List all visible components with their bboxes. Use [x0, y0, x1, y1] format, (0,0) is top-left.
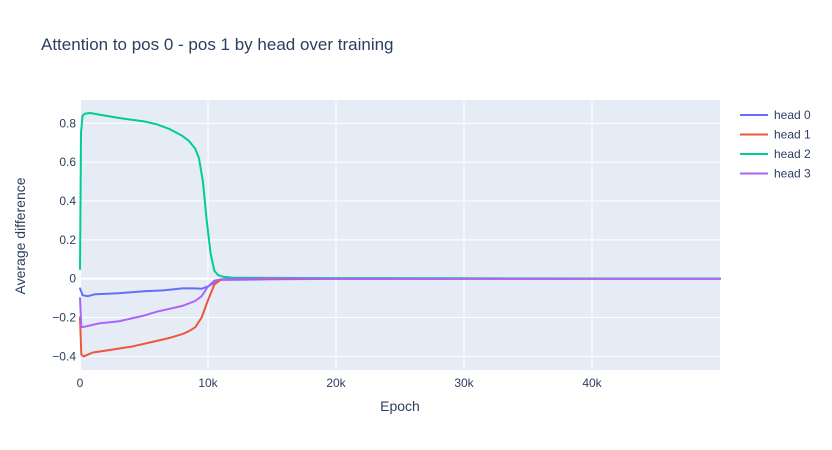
series-lines: [79, 112, 721, 358]
chart-title: Attention to pos 0 - pos 1 by head over …: [41, 35, 394, 54]
y-tick-label: −0.4: [52, 349, 76, 363]
legend-label: head 3: [774, 167, 811, 181]
legend-item-head-1[interactable]: head 1: [740, 128, 811, 142]
y-tick-label: 0: [69, 272, 76, 286]
y-tick-label: 0.4: [59, 194, 76, 208]
legend-label: head 1: [774, 128, 811, 142]
x-axis-title: Epoch: [380, 398, 420, 414]
legend-label: head 0: [774, 108, 811, 122]
x-tick-label: 40k: [582, 376, 602, 390]
y-tick-label: −0.2: [52, 311, 76, 325]
y-tick-label: 0.2: [59, 233, 76, 247]
legend-item-head-2[interactable]: head 2: [740, 147, 811, 161]
plot-area: [80, 100, 720, 370]
x-tick-label: 20k: [326, 376, 346, 390]
x-tick-label: 30k: [454, 376, 474, 390]
x-tick-label: 10k: [198, 376, 218, 390]
legend-item-head-3[interactable]: head 3: [740, 167, 811, 181]
legend[interactable]: head 0 head 1 head 2 head 3: [740, 108, 811, 181]
y-axis-title: Average difference: [12, 177, 28, 294]
legend-label: head 2: [774, 147, 811, 161]
y-tick-label: 0.8: [59, 116, 76, 130]
legend-item-head-0[interactable]: head 0: [740, 108, 811, 122]
tick-labels: −0.4 −0.2 0 0.2 0.4 0.6 0.8 0 10k 20k 30k 40k: [52, 116, 602, 390]
series-line-head-3: [79, 277, 721, 329]
x-tick-label: 0: [77, 376, 84, 390]
y-tick-label: 0.6: [59, 155, 76, 169]
